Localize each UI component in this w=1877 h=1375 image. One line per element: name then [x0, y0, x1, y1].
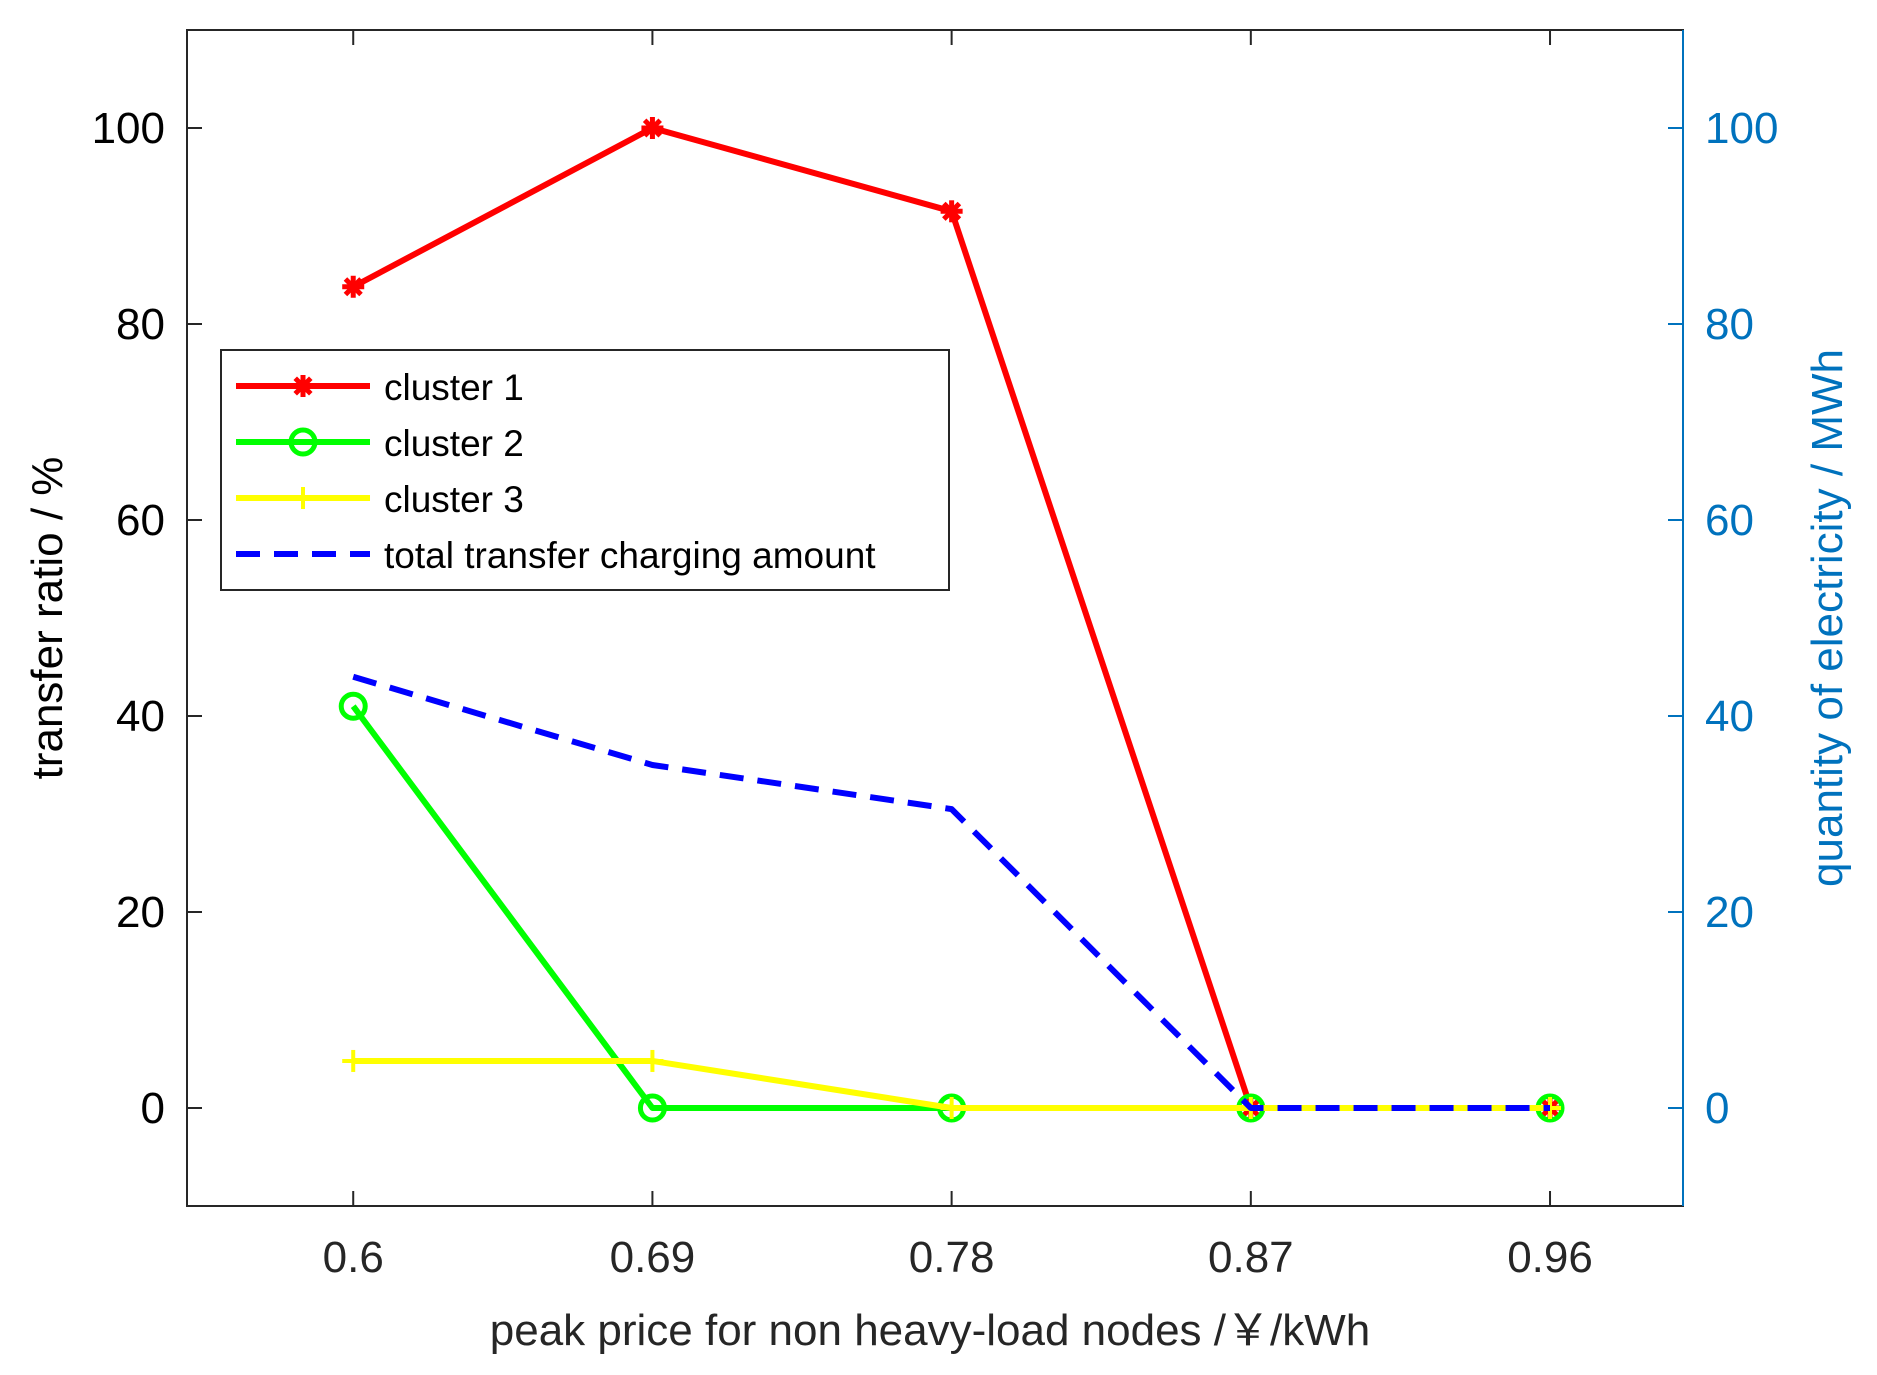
left-y-tick-label: 40	[116, 692, 165, 741]
legend-label-cluster-1: cluster 1	[384, 367, 524, 408]
legend-marker-cluster-1	[292, 375, 314, 397]
point-cluster-3-1	[641, 1049, 664, 1072]
point-cluster-3-2	[940, 1097, 963, 1119]
right-y-axis-title: quantity of electricity / MWh	[1803, 349, 1852, 887]
legend: cluster 1 cluster 2 cluster 3 total tran…	[220, 349, 950, 591]
left-y-axis-title: transfer ratio / %	[23, 457, 72, 780]
plot-area	[187, 30, 1683, 1206]
legend-marker-cluster-2	[288, 427, 318, 457]
x-tick-label: 0.6	[323, 1233, 384, 1282]
point-cluster-1-2	[940, 200, 963, 223]
left-y-tick-label: 80	[116, 300, 165, 349]
point-cluster-1-0	[342, 275, 365, 298]
tick-labels: 0.6 0.69 0.78 0.87 0.96 0 20 40 60 80 100 0 20 40 60 80…	[92, 104, 1779, 1282]
right-y-tick-label: 40	[1705, 692, 1754, 741]
x-tick-label: 0.78	[909, 1233, 995, 1282]
legend-label-cluster-3: cluster 3	[384, 479, 524, 520]
x-tick-label: 0.87	[1208, 1233, 1294, 1282]
legend-marker-cluster-3	[292, 487, 314, 509]
point-cluster-1-1	[641, 117, 664, 139]
legend-label-total-transfer: total transfer charging amount	[384, 535, 876, 576]
left-y-tick-label: 20	[116, 888, 165, 937]
right-y-tick-label: 0	[1705, 1084, 1729, 1133]
series-line-total-transfer-charging-amount	[352, 673, 1551, 1111]
right-y-tick-label: 100	[1705, 104, 1778, 153]
left-y-tick-label: 0	[141, 1084, 165, 1133]
legend-swatches	[236, 375, 370, 557]
legend-label-cluster-2: cluster 2	[384, 423, 524, 464]
point-cluster-2-0	[338, 691, 368, 721]
right-y-tick-label: 60	[1705, 496, 1754, 545]
left-y-tick-label: 100	[92, 104, 165, 153]
point-cluster-2-1	[637, 1093, 667, 1123]
left-y-tick-label: 60	[116, 496, 165, 545]
x-tick-label: 0.69	[610, 1233, 696, 1282]
tick-marks	[187, 30, 1683, 1206]
series-layer	[338, 117, 1565, 1123]
x-axis-title: peak price for non heavy-load nodes /￥/k…	[490, 1306, 1370, 1355]
x-tick-label: 0.96	[1507, 1233, 1593, 1282]
right-y-tick-label: 80	[1705, 300, 1754, 349]
legend-box	[220, 349, 950, 591]
right-y-tick-label: 20	[1705, 888, 1754, 937]
point-cluster-3-0	[342, 1049, 365, 1072]
